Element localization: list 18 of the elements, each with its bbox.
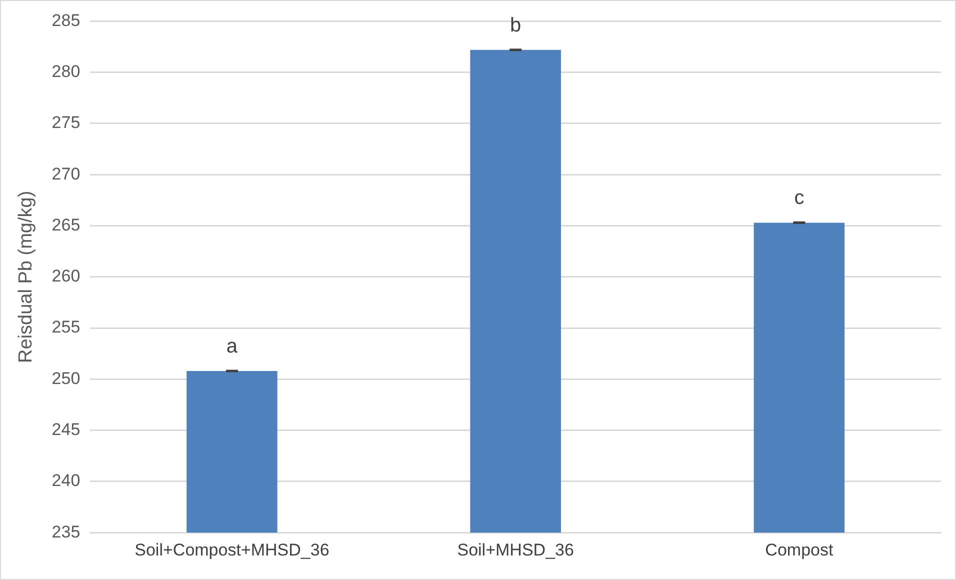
- x-tick-label: Soil+MHSD_36: [457, 540, 574, 560]
- y-tick-label: 275: [52, 113, 80, 132]
- y-tick-label: 265: [52, 215, 80, 234]
- y-tick-label: 285: [52, 10, 80, 30]
- y-tick-label: 260: [52, 266, 80, 286]
- annotation: c: [794, 187, 804, 210]
- y-tick-label: 280: [52, 62, 80, 82]
- y-tick-label: 250: [52, 368, 80, 388]
- annotation: b: [510, 14, 522, 36]
- y-tick-label: 245: [52, 420, 80, 440]
- y-axis-title: Reisdual Pb (mg/kg): [16, 190, 37, 363]
- x-tick-label: Compost: [765, 540, 834, 560]
- y-tick-label: 235: [52, 522, 80, 542]
- y-tick-label: 255: [52, 318, 80, 337]
- x-tick-label: Soil+Compost+MHSD_36: [134, 540, 330, 560]
- y-tick-label: 240: [52, 471, 80, 490]
- y-tick-label: 270: [52, 164, 80, 184]
- annotation: a: [226, 336, 238, 358]
